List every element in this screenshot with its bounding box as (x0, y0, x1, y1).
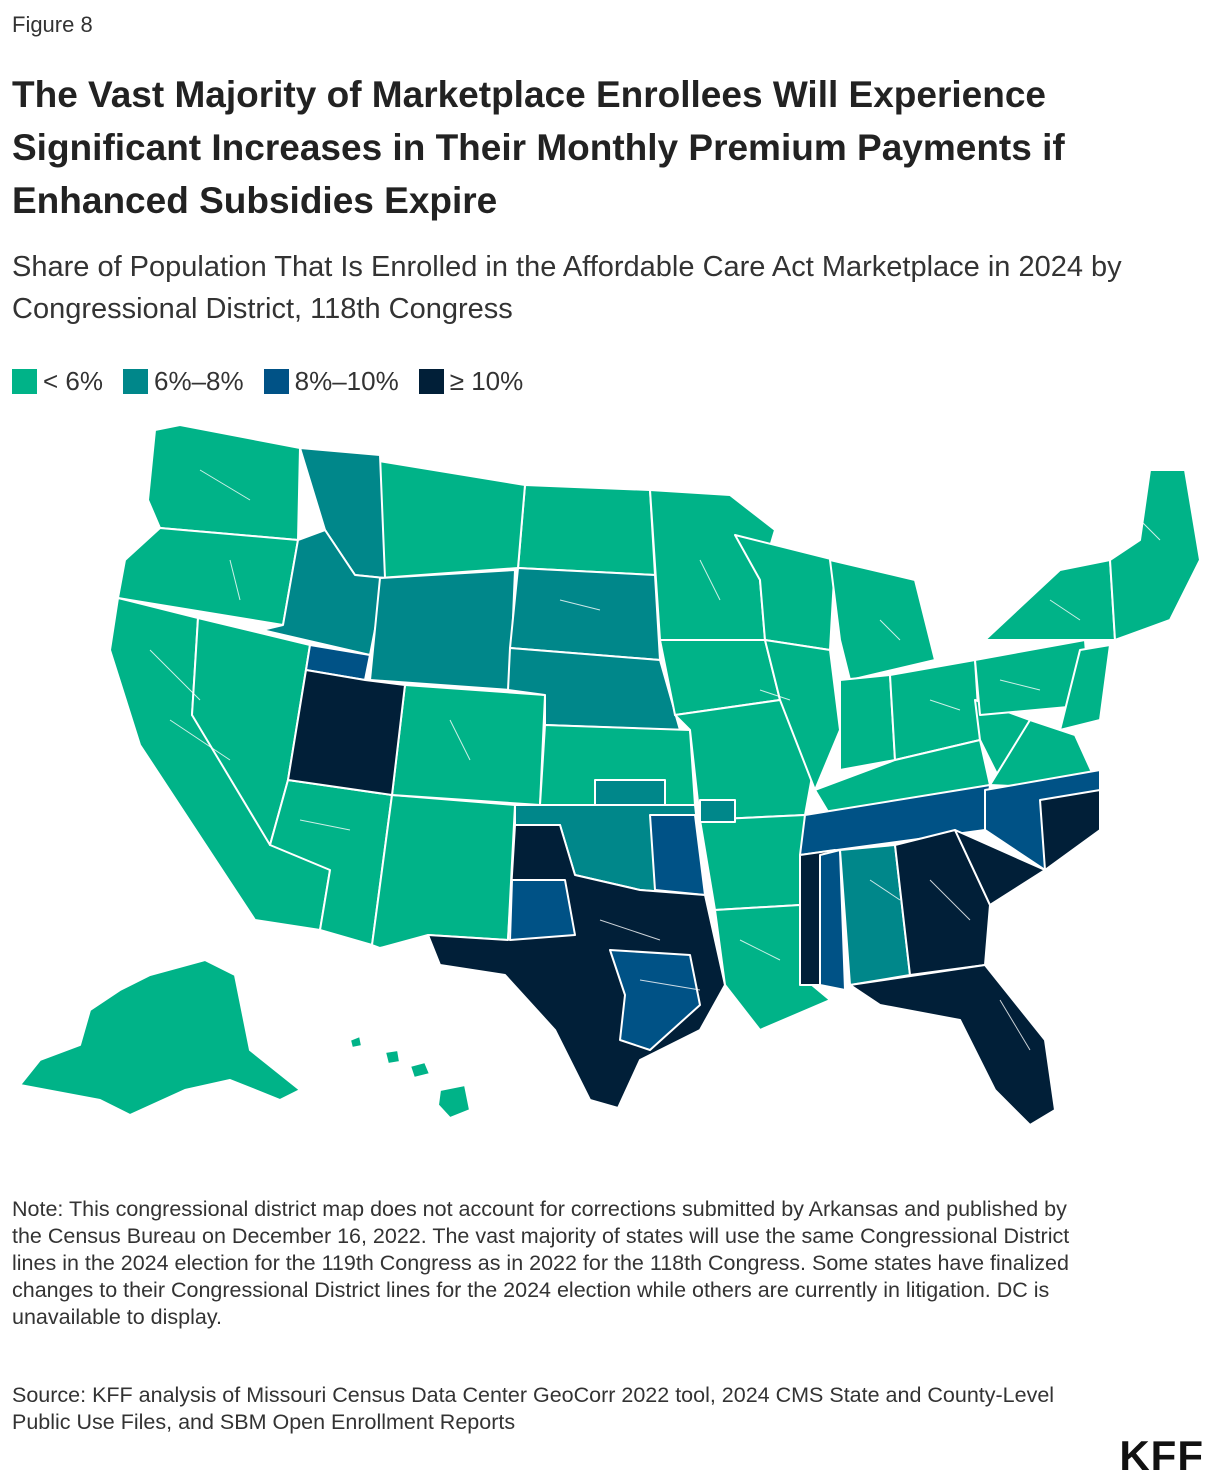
region-tx-west (509, 879, 576, 941)
legend-label-6-8: 6%–8% (154, 366, 244, 396)
state-new-england (1109, 469, 1201, 641)
kff-logo: KFF (1119, 1432, 1204, 1479)
chart-subtitle: Share of Population That Is Enrolled in … (12, 251, 1122, 325)
legend-swatch-lt6 (12, 369, 37, 394)
state-in (839, 674, 896, 771)
region-tx-central (609, 949, 701, 1051)
state-nm (371, 794, 516, 949)
chart-title: The Vast Majority of Marketplace Enrolle… (12, 74, 1065, 221)
state-nd (517, 484, 656, 576)
district-lines-east (699, 519, 1161, 711)
state-or (117, 527, 299, 626)
state-il (764, 639, 841, 791)
source: Source: KFF analysis of Missouri Census … (12, 1383, 1055, 1434)
state-ut (287, 669, 406, 796)
state-nj-de-md (1059, 644, 1111, 731)
legend-swatch-6-8 (123, 369, 148, 394)
state-mi (829, 559, 936, 681)
legend-label-lt6: < 6% (43, 366, 103, 396)
state-hi-4 (437, 1084, 471, 1119)
district-lines-west (149, 469, 601, 831)
region-ks-south (594, 779, 666, 806)
state-hi-2 (384, 1049, 401, 1065)
figure-label: Figure 8 (12, 12, 93, 37)
state-ga (894, 829, 991, 976)
legend-label-8-10: 8%–10% (294, 366, 399, 396)
region-ok-east (649, 814, 706, 896)
district-lines-south (599, 879, 1031, 1051)
state-sc (954, 829, 1046, 906)
state-wa (147, 424, 301, 541)
state-ar (699, 814, 806, 911)
region-ar-nw (699, 799, 736, 823)
legend-swatch-ge10 (418, 369, 444, 394)
us-district-map (19, 424, 1201, 1126)
legend: < 6% 6%–8% 8%–10% ≥ 10% (12, 366, 543, 397)
state-ak (19, 959, 301, 1116)
legend-item-lt6: < 6% (12, 366, 103, 397)
region-ms-east (819, 849, 846, 991)
state-hi-1 (349, 1035, 363, 1049)
state-co (391, 684, 546, 806)
legend-swatch-8-10 (263, 369, 289, 394)
legend-item-ge10: ≥ 10% (418, 366, 524, 397)
region-nc-east (1039, 789, 1101, 871)
state-fl (849, 964, 1056, 1126)
legend-item-8-10: 8%–10% (263, 366, 399, 397)
state-wy (369, 569, 516, 691)
legend-label-ge10: ≥ 10% (449, 366, 524, 396)
state-hi-3 (409, 1061, 431, 1079)
state-sd (509, 567, 661, 661)
notes: Note: This congressional district map do… (12, 1197, 1070, 1329)
legend-item-6-8: 6%–8% (123, 366, 244, 397)
